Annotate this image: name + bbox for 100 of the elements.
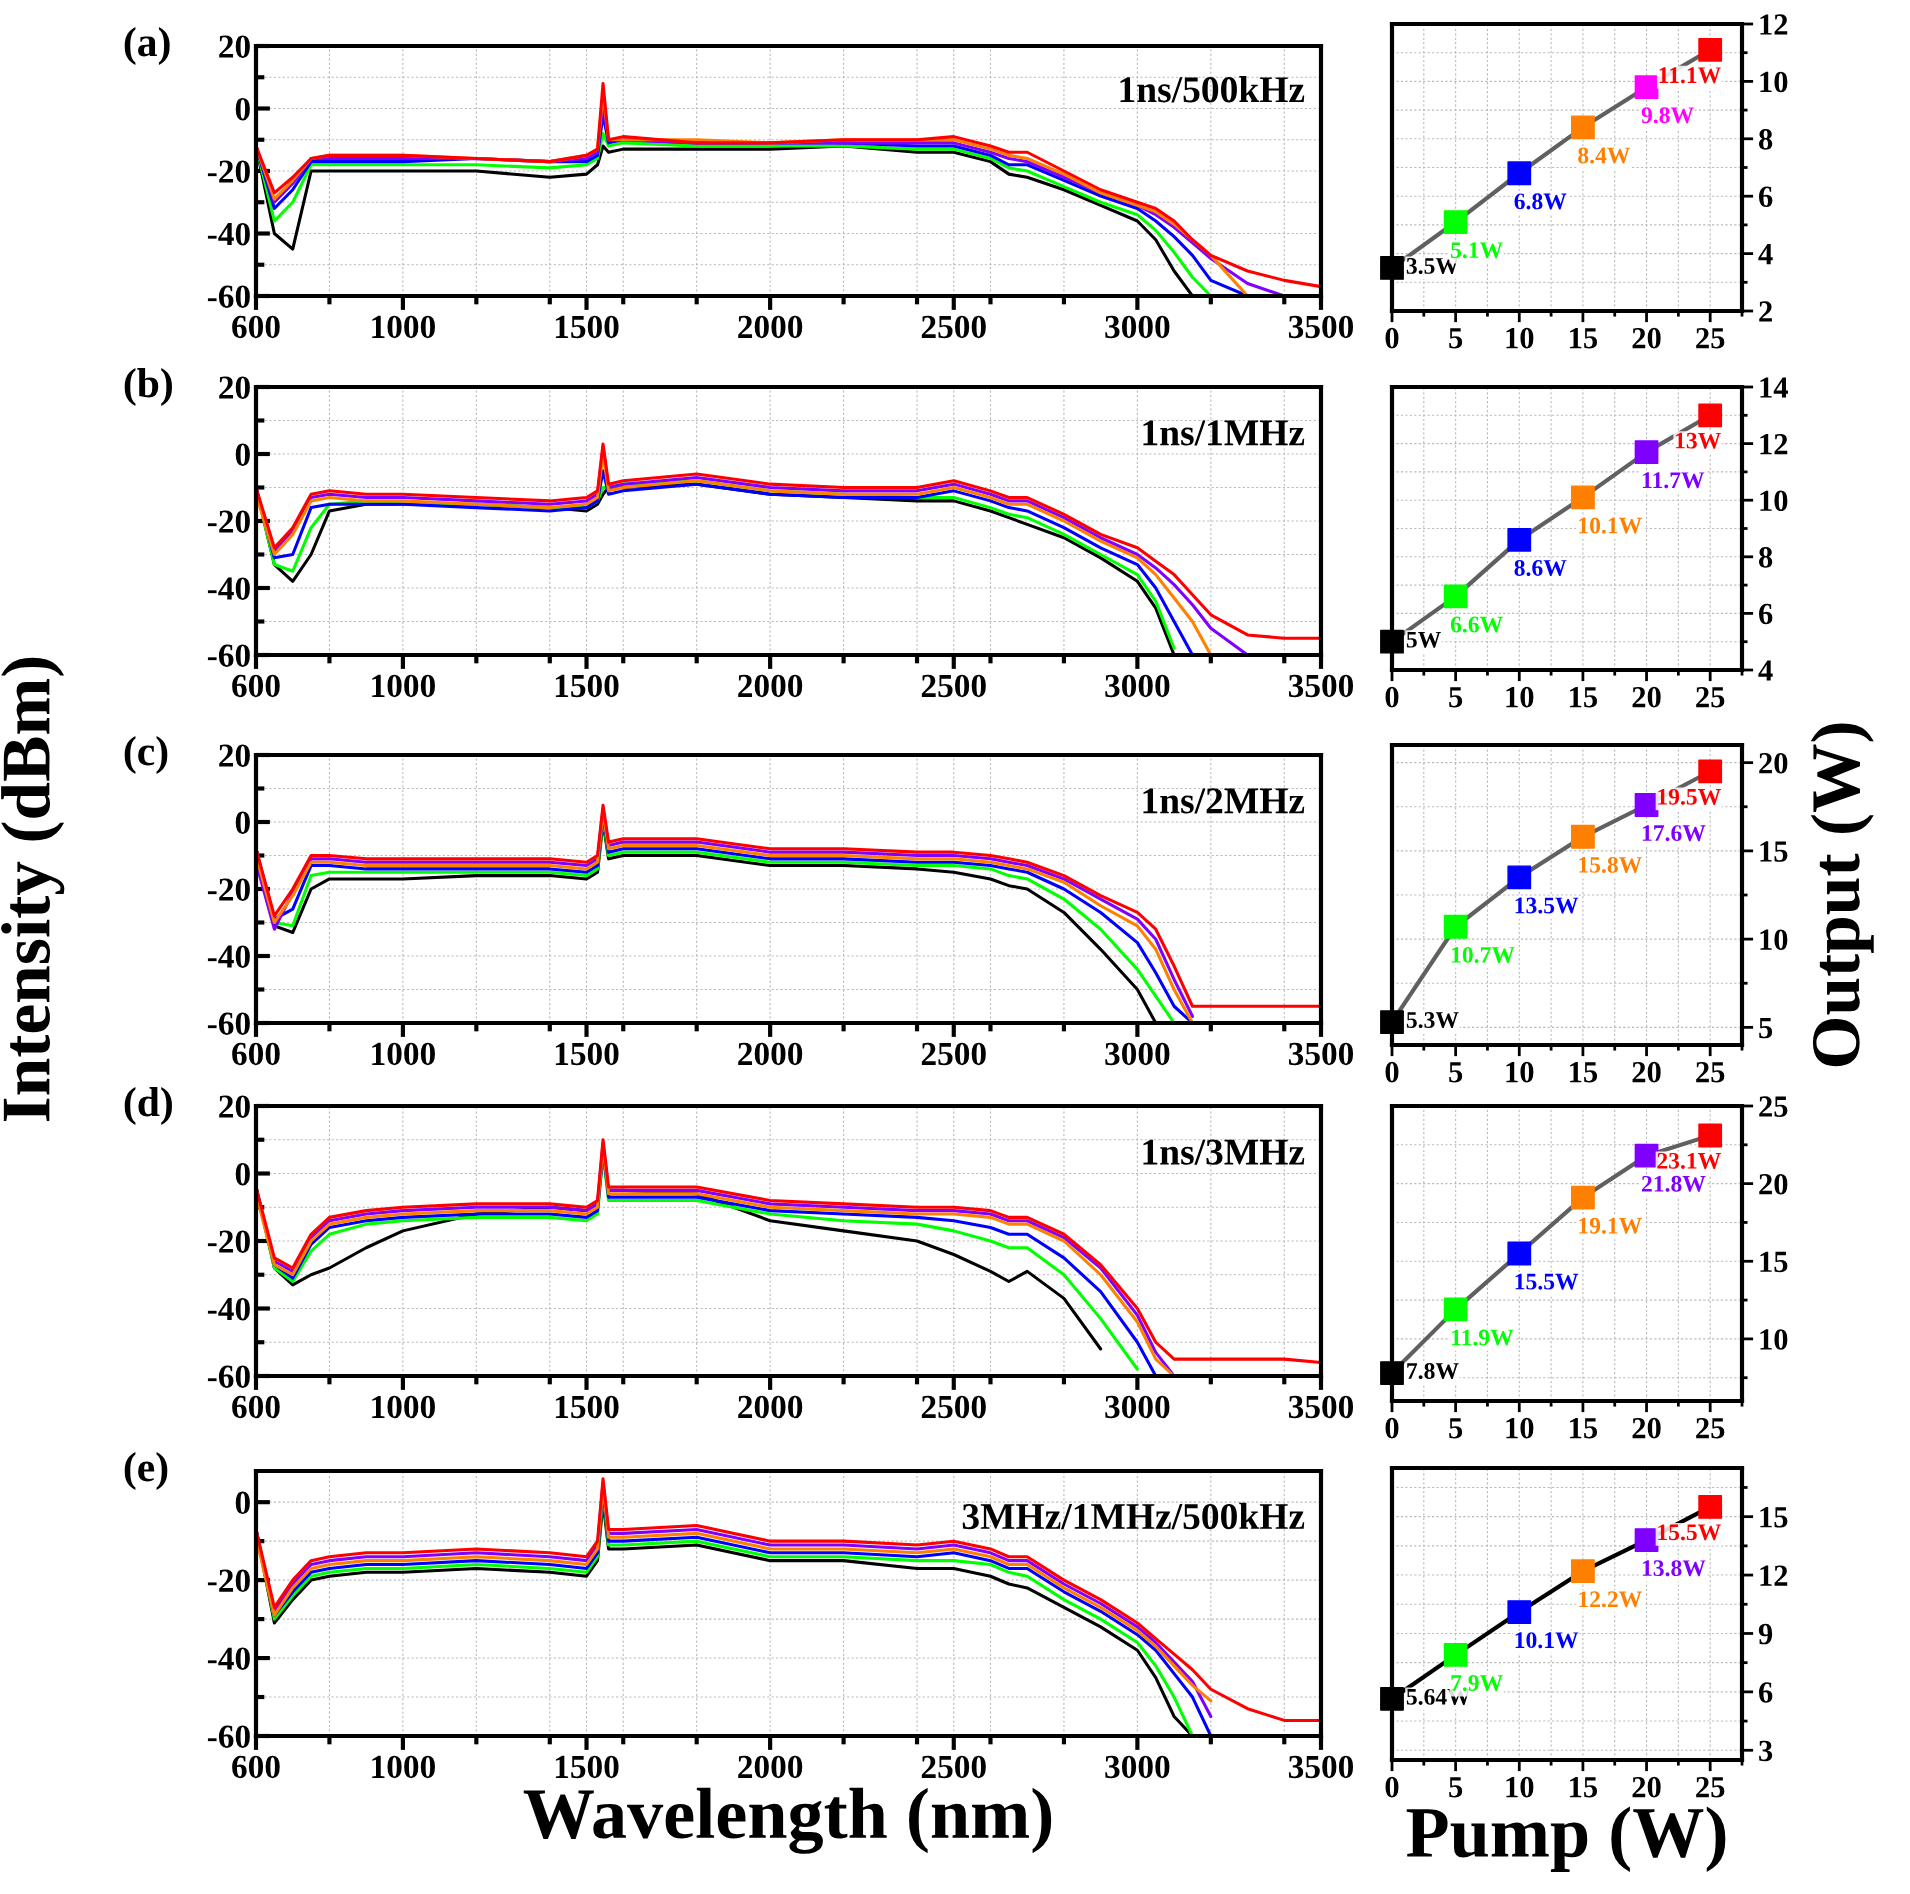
y-tick-label: 0 [235,1162,250,1186]
data-label: 5.1W [1451,242,1503,259]
data-label: 11.9W [1451,1329,1514,1346]
x-tick-label: 2000 [738,1755,803,1779]
data-label: 19.1W [1579,1217,1642,1234]
y-tick-label: -20 [207,160,250,183]
x-tick-label: 5 [1449,1418,1463,1439]
x-tick-label: 15 [1570,1062,1598,1083]
x-tick-label: 0 [1385,1061,1399,1083]
data-label: 7.8W [1407,1363,1459,1380]
x-tick-label: 3000 [1105,1042,1170,1066]
y-tick-label: 10 [1760,929,1788,951]
y-tick-label: 20 [219,376,250,399]
y-tick-label: -60 [207,1725,250,1748]
y-tick-label: -40 [207,577,250,600]
annotation: 1ns/3MHz [1143,1139,1305,1165]
y-tick-label: 25 [1759,1096,1788,1117]
data-label: 11.1W [1659,67,1721,84]
x-tick-label: 1000 [372,1042,435,1066]
data-label: 6.6W [1450,616,1503,633]
x-tick-label: 2000 [738,1042,803,1066]
y-tick-label: 20 [219,1095,250,1118]
y-tick-label: 15 [1760,841,1788,862]
y-axis-title: Output (W) [1810,723,1874,1067]
data-label: 10.1W [1579,517,1642,534]
y-tick-label: -60 [207,644,250,667]
x-tick-label: 2000 [738,1395,803,1419]
data-label: 10.7W [1451,946,1515,963]
data-label: 19.5W [1658,788,1721,805]
x-tick-label: 1500 [555,315,619,339]
y-tick-label: 6 [1759,186,1773,208]
x-tick-label: 25 [1696,1061,1725,1083]
x-tick-label: 1500 [555,674,619,698]
y-tick-label: -40 [207,1647,250,1670]
x-tick-label: 1500 [555,1755,619,1779]
x-tick-label: 0 [1385,686,1399,708]
y-tick-label: -20 [207,1230,250,1253]
y-tick-label: -20 [207,1569,250,1593]
data-label: 13W [1675,432,1721,449]
annotation: 3MHz/1MHz/500kHz [962,1502,1305,1530]
y-tick-label: 12 [1760,14,1788,35]
x-tick-label: 2000 [738,315,803,339]
y-tick-label: 3 [1759,1740,1773,1762]
x-tick-label: 600 [232,1042,280,1066]
x-tick-label: 5 [1449,1777,1463,1798]
y-tick-label: 6 [1759,603,1773,625]
x-tick-label: 600 [232,315,280,339]
data-label: 8.6W [1514,559,1567,577]
y-tick-label: 15 [1760,1507,1788,1528]
x-tick-label: 15 [1570,687,1598,708]
x-tick-label: 10 [1506,686,1534,708]
y-tick-label: -60 [207,1012,250,1035]
data-label: 23.1W [1657,1152,1721,1169]
x-tick-label: 1000 [372,1755,435,1779]
x-tick-label: 0 [1385,1776,1399,1798]
x-tick-label: 600 [232,1395,280,1419]
x-tick-label: 600 [232,1755,280,1779]
x-tick-label: 3500 [1288,315,1354,339]
text: (a) [124,27,170,65]
y-tick-label: 20 [219,744,250,767]
data-label: 13.8W [1642,1560,1706,1577]
x-tick-label: 5 [1449,328,1463,349]
data-label: 15.5W [1658,1524,1721,1541]
text: (e) [124,1452,168,1490]
y-tick-label: 14 [1760,377,1788,398]
x-tick-label: 20 [1632,327,1661,349]
x-tick-label: 1500 [555,1042,619,1066]
x-tick-label: 3000 [1105,1755,1170,1779]
y-tick-label: 20 [1759,1173,1788,1195]
y-tick-label: 0 [235,811,250,834]
x-tick-label: 1000 [372,1395,435,1419]
x-tick-label: 20 [1632,1061,1661,1083]
data-label: 15.8W [1579,856,1642,873]
y-tick-label: 12 [1760,1565,1788,1586]
y-tick-label: -40 [207,945,250,968]
x-tick-label: 20 [1632,1776,1661,1798]
x-tick-label: 10 [1506,1417,1534,1439]
y-tick-label: 10 [1760,1329,1788,1350]
y-tick-label: 0 [235,97,250,121]
x-tick-label: 3500 [1288,674,1354,698]
data-label: 15.5W [1515,1273,1579,1290]
data-label: 12.2W [1579,1591,1642,1608]
annotation: 1ns/1MHz [1143,420,1305,446]
x-tick-label: 25 [1696,1417,1725,1439]
x-tick-label: 15 [1570,1418,1598,1439]
data-label: 8.4W [1578,147,1631,164]
x-tick-label: 0 [1385,327,1399,349]
x-tick-label: 10 [1506,1061,1534,1083]
x-tick-label: 3000 [1105,315,1170,339]
x-tick-label: 2000 [738,674,803,698]
y-tick-label: 8 [1758,129,1773,150]
y-tick-label: 2 [1759,301,1772,322]
y-tick-label: -60 [207,1365,250,1388]
data-label: 3.5W [1406,257,1459,274]
x-tick-label: 1000 [372,674,435,698]
y-tick-label: 0 [235,1491,250,1515]
x-tick-label: 1000 [372,315,435,339]
x-tick-label: 1500 [555,1395,619,1419]
y-tick-label: 4 [1758,244,1773,265]
x-tick-label: 2500 [921,674,986,698]
